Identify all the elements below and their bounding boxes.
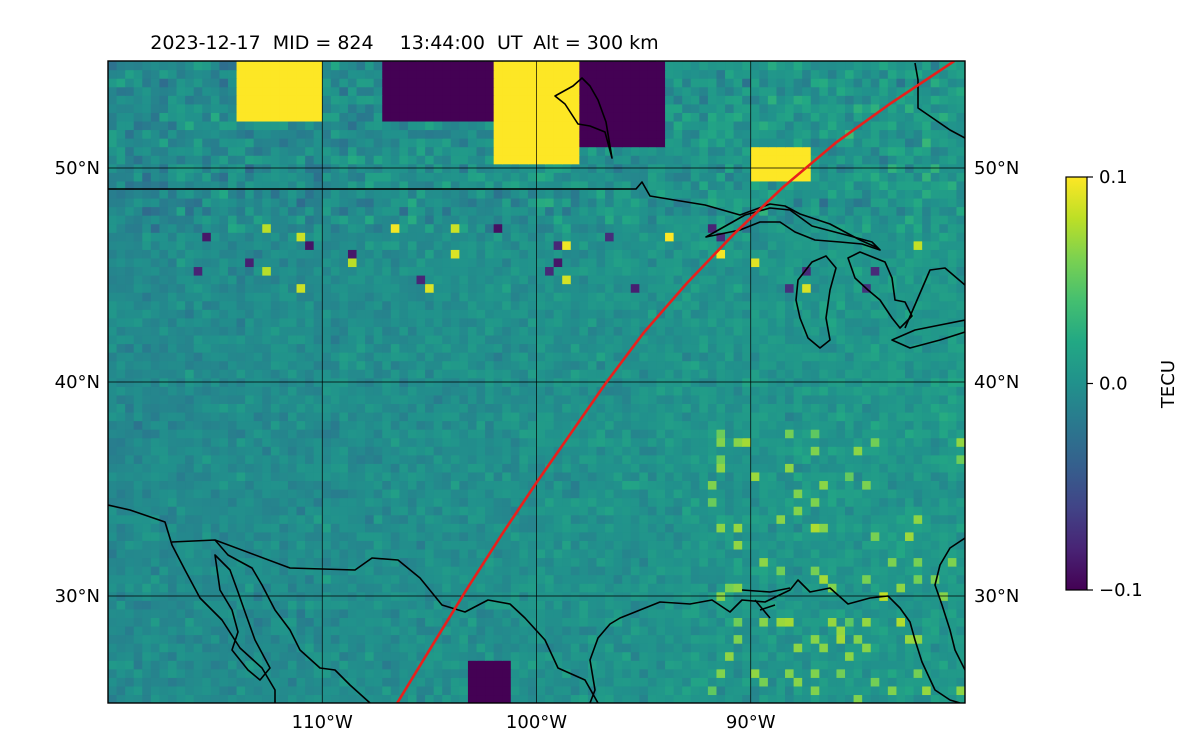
latitude-tick-label-left: 50°N (55, 158, 100, 179)
lake-erie-ontario (891, 267, 965, 349)
map-title: 2023-12-17 MID = 824 13:44:00 UT Alt = 300 … (108, 32, 689, 54)
lake-michigan (795, 255, 837, 349)
east-coast-north (914, 62, 965, 139)
longitude-tick-label: 100°W (506, 712, 567, 733)
longitude-tick-label: 110°W (292, 712, 353, 733)
tec-heatmap (108, 61, 965, 703)
latitude-tick-label-right: 50°N (974, 158, 1019, 179)
title-mid: MID = 824 (273, 32, 374, 54)
plot-frame (107, 60, 966, 704)
mexico-mainland (171, 539, 371, 703)
title-time: 13:44:00 UT (400, 32, 523, 54)
gulf-of-california (214, 554, 271, 681)
lake-huron (847, 251, 913, 329)
atlantic-coast-south (934, 537, 965, 671)
longitude-ticks: 110°W 100°W 90°W (292, 712, 776, 733)
colorbar-label: TECU (1158, 360, 1179, 409)
us-mexico-border (214, 539, 599, 703)
lake-superior (705, 207, 881, 251)
colorbar-tick-label: 0.1 (1099, 167, 1128, 188)
colorbar-tick-label: 0.0 (1099, 374, 1128, 395)
coastlines (108, 62, 965, 703)
latitude-tick-label-left: 30°N (55, 586, 100, 607)
colorbar: 0.1 0.0 −0.1 TECU (1065, 167, 1179, 601)
satellite-track (396, 61, 956, 703)
baja-california (108, 504, 276, 703)
mississippi-delta (741, 587, 791, 619)
us-canada-border (108, 181, 879, 249)
hudson-bay-coast (554, 77, 613, 159)
title-date: 2023-12-17 (150, 32, 260, 54)
latitude-ticks: 50°N 50°N 40°N 40°N 30°N 30°N (55, 158, 1020, 607)
colorbar-gradient (1065, 176, 1088, 591)
latitude-tick-label-left: 40°N (55, 372, 100, 393)
gulf-coast (589, 579, 961, 703)
title-altitude: Alt = 300 km (533, 32, 659, 54)
longitude-tick-label: 90°W (726, 712, 776, 733)
colorbar-ticks: 0.1 0.0 −0.1 (1087, 167, 1143, 601)
colorbar-tick-label: −0.1 (1099, 580, 1143, 601)
latitude-tick-label-right: 40°N (974, 372, 1019, 393)
latitude-tick-label-right: 30°N (974, 586, 1019, 607)
map-gridlines (108, 61, 965, 703)
